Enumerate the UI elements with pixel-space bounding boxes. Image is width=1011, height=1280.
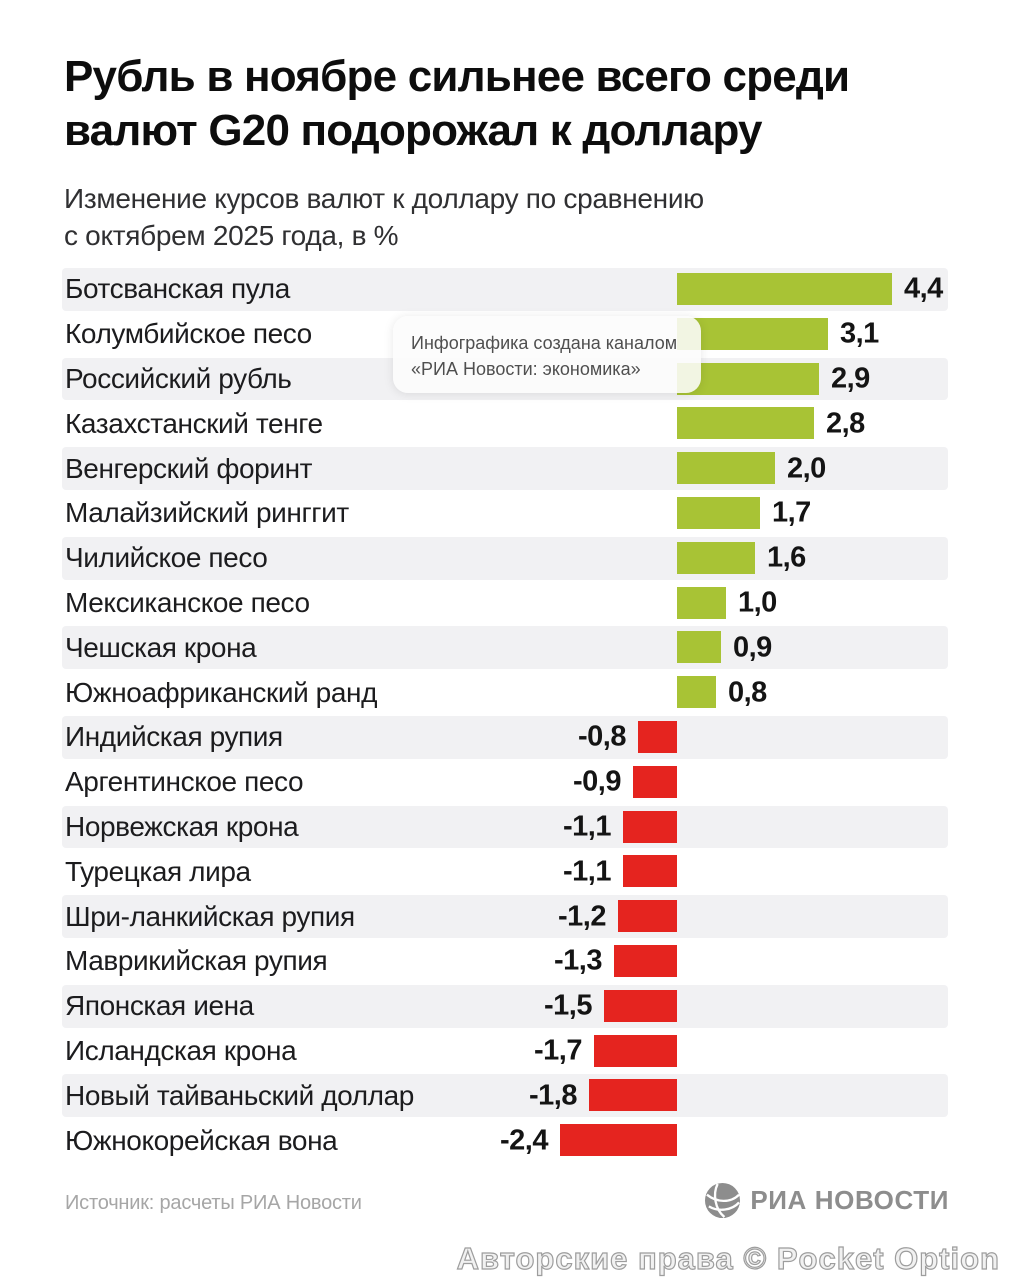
value-label: -1,7 — [534, 1034, 582, 1067]
positive-bar — [677, 676, 716, 709]
negative-bar — [614, 944, 677, 977]
chart-row: Индийская рупия -0,8 — [62, 715, 948, 760]
page-title-line1: Рубль в ноябре сильнее всего среди — [64, 52, 850, 101]
source-text: Источник: расчеты РИА Новости — [65, 1192, 362, 1214]
value-label: 2,9 — [831, 362, 870, 395]
negative-bar — [638, 720, 677, 753]
positive-bar — [677, 452, 775, 485]
chart-row: Японская иена -1,5 — [62, 984, 948, 1029]
value-label: -2,4 — [500, 1124, 548, 1157]
category-label: Турецкая лира — [65, 855, 251, 887]
category-label: Чешская крона — [65, 631, 257, 663]
ria-novosti-logo: РИА НОВОСТИ — [704, 1182, 949, 1219]
value-label: 3,1 — [840, 317, 879, 350]
chart-row: Мексиканское песо 1,0 — [62, 581, 948, 626]
value-label: 1,7 — [772, 496, 811, 529]
positive-bar — [677, 317, 828, 350]
value-label: 0,8 — [728, 676, 767, 709]
value-label: -0,9 — [573, 765, 621, 798]
category-label: Казахстанский тенге — [65, 407, 323, 439]
ria-globe-icon — [704, 1182, 741, 1219]
category-label: Маврикийская рупия — [65, 945, 328, 977]
value-label: 0,9 — [733, 631, 772, 664]
chart-row: Южнокорейская вона -2,4 — [62, 1118, 948, 1163]
chart-row: Южноафриканский ранд 0,8 — [62, 670, 948, 715]
chart-subtitle-line1: Изменение курсов валют к доллару по срав… — [64, 183, 704, 214]
value-label: -1,1 — [563, 855, 611, 888]
chart-row: Норвежская крона -1,1 — [62, 805, 948, 850]
chart-row: Турецкая лира -1,1 — [62, 849, 948, 894]
category-label: Мексиканское песо — [65, 586, 310, 618]
category-label: Шри-ланкийская рупия — [65, 900, 355, 932]
category-label: Малайзийский ринггит — [65, 497, 349, 529]
chart-row: Новый тайваньский доллар -1,8 — [62, 1073, 948, 1118]
value-label: 1,0 — [738, 586, 777, 619]
category-label: Аргентинское песо — [65, 766, 304, 798]
value-label: 2,8 — [826, 407, 865, 440]
chart-subtitle-line2: с октябрем 2025 года, в % — [64, 219, 399, 251]
category-label: Исландская крона — [65, 1034, 297, 1066]
chart-row: Маврикийская рупия -1,3 — [62, 939, 948, 984]
page-title: Рубль в ноябре сильнее всего среди валют… — [64, 50, 964, 157]
negative-bar — [623, 810, 677, 843]
attribution-tooltip: Инфографика создана каналом «РИА Новости… — [393, 316, 701, 393]
chart-row: Аргентинское песо -0,9 — [62, 760, 948, 805]
category-label: Норвежская крона — [65, 810, 299, 842]
value-label: 2,0 — [787, 452, 826, 485]
chart-row: Чешская крона 0,9 — [62, 625, 948, 670]
positive-bar — [677, 631, 721, 664]
chart-row: Ботсванская пула 4,4 — [62, 267, 948, 312]
value-label: 1,6 — [767, 541, 806, 574]
negative-bar — [618, 900, 677, 933]
category-label: Южнокорейская вона — [65, 1124, 338, 1156]
value-label: -1,1 — [563, 810, 611, 843]
negative-bar — [560, 1124, 677, 1157]
category-label: Колумбийское песо — [65, 318, 312, 350]
bar-chart: Ботсванская пула 4,4 Колумбийское песо 3,1 Р… — [62, 267, 948, 1163]
ria-logo-text: РИА НОВОСТИ — [750, 1185, 949, 1215]
category-label: Южноафриканский ранд — [65, 676, 378, 708]
watermark-text: Авторские права © Pocket Option — [456, 1240, 1000, 1276]
value-label: -1,3 — [554, 944, 602, 977]
positive-bar — [677, 273, 892, 305]
chart-row: Шри-ланкийская рупия -1,2 — [62, 894, 948, 939]
negative-bar — [589, 1079, 677, 1112]
category-label: Новый тайваньский доллар — [65, 1079, 414, 1111]
chart-row: Чилийское песо 1,6 — [62, 536, 948, 581]
negative-bar — [633, 765, 677, 798]
chart-row: Малайзийский ринггит 1,7 — [62, 491, 948, 536]
category-label: Японская иена — [65, 990, 254, 1022]
positive-bar — [677, 541, 755, 574]
category-label: Чилийское песо — [65, 542, 268, 574]
category-label: Ботсванская пула — [65, 273, 290, 305]
negative-bar — [623, 855, 677, 888]
category-label: Венгерский форинт — [65, 452, 313, 484]
attribution-tooltip-line2: «РИА Новости: экономика» — [411, 359, 641, 380]
value-label: -0,8 — [578, 720, 626, 753]
value-label: 4,4 — [904, 272, 943, 305]
chart-row: Исландская крона -1,7 — [62, 1029, 948, 1074]
value-label: -1,5 — [544, 989, 592, 1022]
page-title-line2: валют G20 подорожал к доллару — [64, 105, 762, 155]
positive-bar — [677, 496, 760, 529]
chart-subtitle: Изменение курсов валют к доллару по срав… — [64, 181, 824, 255]
negative-bar — [594, 1034, 677, 1067]
chart-row: Казахстанский тенге 2,8 — [62, 401, 948, 446]
category-label: Индийская рупия — [65, 721, 283, 753]
positive-bar — [677, 586, 726, 619]
value-label: -1,2 — [558, 900, 606, 933]
positive-bar — [677, 407, 814, 440]
chart-row: Венгерский форинт 2,0 — [62, 446, 948, 491]
chart-row: Колумбийское песо 3,1 — [62, 312, 948, 357]
category-label: Российский рубль — [65, 362, 292, 394]
value-label: -1,8 — [529, 1079, 577, 1112]
attribution-tooltip-line1: Инфографика создана каналом — [411, 333, 678, 353]
negative-bar — [604, 989, 677, 1022]
